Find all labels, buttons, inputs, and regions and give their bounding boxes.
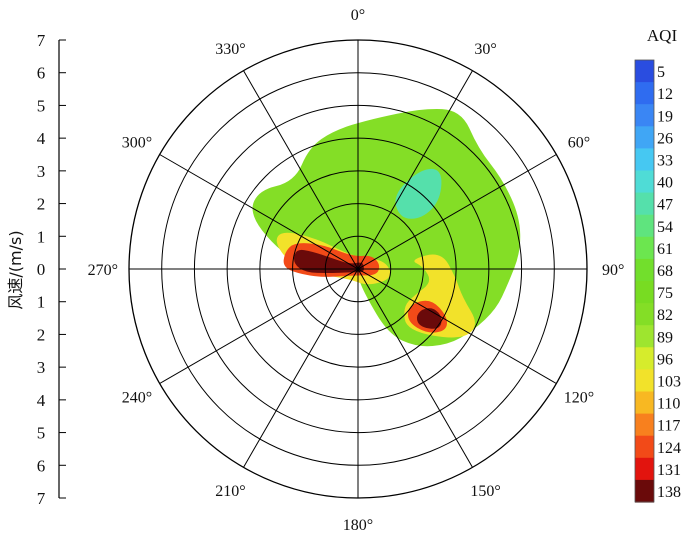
r-axis-tick-label: 2 [37, 195, 46, 214]
angle-label-60: 60° [568, 134, 590, 151]
colorbar-label-82: 82 [657, 307, 673, 324]
colorbar-swatch-75 [635, 281, 654, 304]
grid-spoke-150 [243, 70, 473, 468]
aqi-region-7 [294, 249, 364, 273]
colorbar-label-47: 47 [657, 197, 673, 214]
colorbar-swatch-54 [635, 214, 654, 238]
colorbar-label-61: 61 [657, 241, 673, 258]
r-axis-tick-label: 7 [37, 31, 46, 50]
colorbar-swatch-47 [635, 192, 654, 216]
angle-label-210: 210° [215, 483, 245, 500]
polar-grid [128, 39, 588, 499]
r-axis-tick-label: 0 [37, 260, 46, 279]
colorbar-label-75: 75 [657, 285, 673, 302]
colorbar-label-5: 5 [657, 64, 665, 81]
colorbar-label-26: 26 [657, 130, 673, 147]
colorbar-swatch-103 [635, 369, 654, 393]
angle-label-0: 0° [351, 7, 365, 24]
r-axis-tick-label: 5 [37, 424, 46, 443]
angle-label-270: 270° [88, 262, 118, 279]
r-axis-tick-label: 1 [37, 293, 46, 312]
colorbar-swatch-26 [635, 126, 654, 149]
colorbar-swatch-110 [635, 391, 654, 415]
y-axis-label: 风速/(m/s) [6, 230, 25, 309]
colorbar-swatch-33 [635, 148, 654, 172]
angle-label-240: 240° [122, 390, 152, 407]
colorbar-label-33: 33 [657, 152, 673, 169]
angle-label-90: 90° [602, 262, 624, 279]
angle-tick-labels: 0° 30° 60° 90° 120° 150° 180° 210° 240° 270° 300° 3… [88, 7, 625, 534]
aqi-region-2 [395, 168, 442, 219]
colorbar-swatch-82 [635, 303, 654, 326]
colorbar-swatch-131 [635, 457, 654, 481]
colorbar-label-103: 103 [657, 374, 681, 391]
aqi-region-1 [252, 108, 521, 347]
r-axis-tick-label: 4 [37, 391, 46, 410]
r-axis-tick-label: 5 [37, 96, 46, 115]
colorbar-swatch-19 [635, 104, 654, 127]
aqi-contour-layer [252, 108, 521, 347]
radial-speed-axis: 7 6 5 4 3 2 1 0 1 2 3 4 5 6 7 [37, 31, 66, 508]
colorbar-label-89: 89 [657, 329, 673, 346]
colorbar-label-96: 96 [657, 351, 673, 368]
r-axis-tick-label: 2 [37, 325, 46, 344]
colorbar-swatch-117 [635, 413, 654, 437]
colorbar-label-19: 19 [657, 108, 673, 125]
r-axis-tick-label: 3 [37, 358, 46, 377]
colorbar-label-131: 131 [657, 462, 681, 479]
aqi-colorbar: AQI 5 12 19 26 33 40 47 54 61 68 75 82 89 96 103 110 117… [634, 26, 681, 503]
colorbar-swatch-124 [635, 435, 654, 459]
colorbar-swatch-68 [635, 258, 654, 282]
colorbar-label-138: 138 [657, 484, 681, 501]
colorbar-label-110: 110 [657, 396, 680, 413]
angle-label-300: 300° [122, 134, 152, 151]
colorbar-label-40: 40 [657, 175, 673, 192]
colorbar-label-12: 12 [657, 86, 673, 103]
angle-label-150: 150° [470, 483, 500, 500]
r-axis-tick-label: 6 [37, 456, 46, 475]
r-axis-tick-label: 1 [37, 227, 46, 246]
colorbar-swatch-5 [635, 60, 654, 83]
colorbar-swatch-96 [635, 347, 654, 370]
r-axis-tick-label: 7 [37, 489, 46, 508]
r-axis-tick-label: 4 [37, 129, 46, 148]
angle-label-330: 330° [215, 41, 245, 58]
angle-label-30: 30° [474, 41, 496, 58]
colorbar-swatch-40 [635, 170, 654, 194]
colorbar-swatch-61 [635, 236, 654, 260]
colorbar-label-124: 124 [657, 440, 681, 457]
colorbar-swatch-138 [635, 479, 654, 503]
colorbar-label-117: 117 [657, 418, 680, 435]
colorbar-label-54: 54 [657, 219, 673, 236]
colorbar-swatch-12 [635, 82, 654, 105]
colorbar-frame [634, 59, 655, 503]
r-axis-tick-label: 3 [37, 162, 46, 181]
colorbar-label-68: 68 [657, 263, 673, 280]
angle-label-180: 180° [343, 517, 373, 534]
colorbar-title: AQI [647, 26, 678, 45]
r-axis-tick-label: 6 [37, 64, 46, 83]
colorbar-swatch-89 [635, 325, 654, 348]
angle-label-120: 120° [564, 390, 594, 407]
